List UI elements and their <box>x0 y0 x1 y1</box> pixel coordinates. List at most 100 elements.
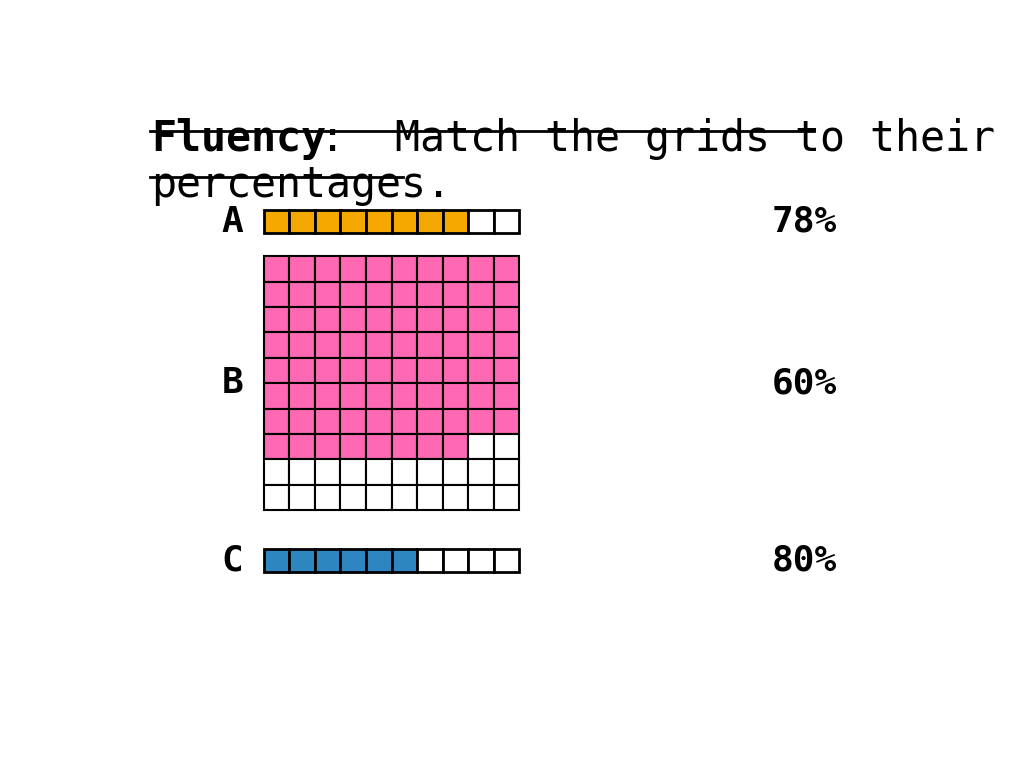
Bar <box>340 459 366 485</box>
Bar <box>366 282 391 307</box>
Bar <box>468 333 494 358</box>
Bar <box>417 210 442 233</box>
Bar <box>391 383 417 409</box>
Bar <box>391 459 417 485</box>
Bar <box>468 282 494 307</box>
Bar <box>340 257 366 282</box>
Bar <box>366 333 391 358</box>
Bar <box>494 210 519 233</box>
Bar <box>494 358 519 383</box>
Bar <box>468 383 494 409</box>
Bar <box>314 549 340 572</box>
Bar <box>366 409 391 434</box>
Bar <box>314 333 340 358</box>
Bar <box>417 282 442 307</box>
Bar <box>314 307 340 333</box>
Bar <box>468 459 494 485</box>
Bar <box>289 459 314 485</box>
Text: B: B <box>222 366 244 400</box>
Bar <box>366 257 391 282</box>
Bar <box>442 485 468 510</box>
Bar <box>417 459 442 485</box>
Bar <box>442 459 468 485</box>
Bar <box>263 383 289 409</box>
Bar <box>314 282 340 307</box>
Bar <box>314 358 340 383</box>
Bar <box>263 459 289 485</box>
Text: C: C <box>222 543 244 578</box>
Bar <box>391 485 417 510</box>
Bar <box>391 307 417 333</box>
Bar <box>391 549 417 572</box>
Bar <box>442 307 468 333</box>
Bar <box>417 383 442 409</box>
Bar <box>442 210 468 233</box>
Bar <box>340 358 366 383</box>
Bar <box>417 333 442 358</box>
Bar <box>468 434 494 459</box>
Bar <box>391 257 417 282</box>
Bar <box>289 383 314 409</box>
Bar <box>289 257 314 282</box>
Bar <box>442 358 468 383</box>
Bar <box>442 383 468 409</box>
Bar <box>417 307 442 333</box>
Bar <box>340 434 366 459</box>
Bar <box>468 307 494 333</box>
Bar <box>417 409 442 434</box>
Bar <box>442 282 468 307</box>
Bar <box>468 409 494 434</box>
Text: 80%: 80% <box>771 543 837 578</box>
Bar <box>289 434 314 459</box>
Bar <box>494 282 519 307</box>
Bar <box>340 383 366 409</box>
Bar <box>391 282 417 307</box>
Bar <box>263 333 289 358</box>
Bar <box>417 485 442 510</box>
Bar <box>289 210 314 233</box>
Bar <box>366 434 391 459</box>
Text: 60%: 60% <box>771 366 837 400</box>
Text: percentages.: percentages. <box>152 164 452 206</box>
Bar <box>391 358 417 383</box>
Bar <box>314 409 340 434</box>
Bar <box>494 307 519 333</box>
Bar <box>468 257 494 282</box>
Bar <box>263 257 289 282</box>
Bar <box>366 485 391 510</box>
Bar <box>494 485 519 510</box>
Bar <box>494 409 519 434</box>
Bar <box>263 409 289 434</box>
Bar <box>289 549 314 572</box>
Bar <box>314 434 340 459</box>
Bar <box>263 434 289 459</box>
Bar <box>417 434 442 459</box>
Bar <box>263 358 289 383</box>
Bar <box>494 459 519 485</box>
Bar <box>417 358 442 383</box>
Bar <box>366 459 391 485</box>
Bar <box>289 409 314 434</box>
Text: :  Match the grids to their: : Match the grids to their <box>295 118 994 160</box>
Bar <box>494 257 519 282</box>
Bar <box>340 333 366 358</box>
Bar <box>417 257 442 282</box>
Text: A: A <box>222 204 244 239</box>
Bar <box>289 485 314 510</box>
Bar <box>263 307 289 333</box>
Bar <box>289 358 314 383</box>
Bar <box>314 383 340 409</box>
Bar <box>442 409 468 434</box>
Bar <box>468 485 494 510</box>
Bar <box>340 282 366 307</box>
Bar <box>391 409 417 434</box>
Bar <box>340 485 366 510</box>
Bar <box>366 307 391 333</box>
Bar <box>263 282 289 307</box>
Bar <box>391 434 417 459</box>
Text: 78%: 78% <box>771 204 837 239</box>
Bar <box>314 459 340 485</box>
Bar <box>314 210 340 233</box>
Bar <box>340 307 366 333</box>
Bar <box>366 383 391 409</box>
